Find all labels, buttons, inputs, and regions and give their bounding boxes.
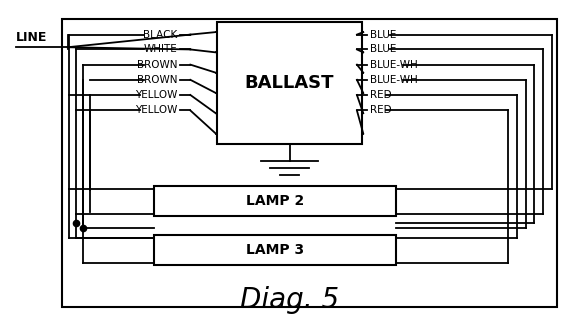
- Text: LAMP 2: LAMP 2: [246, 194, 304, 208]
- Text: RED: RED: [370, 106, 392, 115]
- Text: BROWN: BROWN: [137, 75, 177, 85]
- Text: BLACK: BLACK: [143, 30, 177, 40]
- Text: BLUE-WH: BLUE-WH: [370, 75, 418, 85]
- Text: LAMP 3: LAMP 3: [246, 243, 304, 257]
- Text: RED: RED: [370, 90, 392, 100]
- Text: YELLOW: YELLOW: [135, 90, 177, 100]
- Bar: [154, 235, 396, 265]
- Text: BLUE: BLUE: [370, 44, 397, 55]
- Text: LINE: LINE: [16, 31, 47, 44]
- Text: BROWN: BROWN: [137, 60, 177, 70]
- Bar: [218, 22, 361, 144]
- Text: WHITE: WHITE: [144, 44, 177, 55]
- Text: Diag. 5: Diag. 5: [240, 286, 339, 315]
- Text: BLUE: BLUE: [370, 30, 397, 40]
- Bar: [62, 19, 558, 307]
- Text: BALLAST: BALLAST: [245, 74, 334, 92]
- Bar: [154, 186, 396, 216]
- Text: YELLOW: YELLOW: [135, 106, 177, 115]
- Text: BLUE-WH: BLUE-WH: [370, 60, 418, 70]
